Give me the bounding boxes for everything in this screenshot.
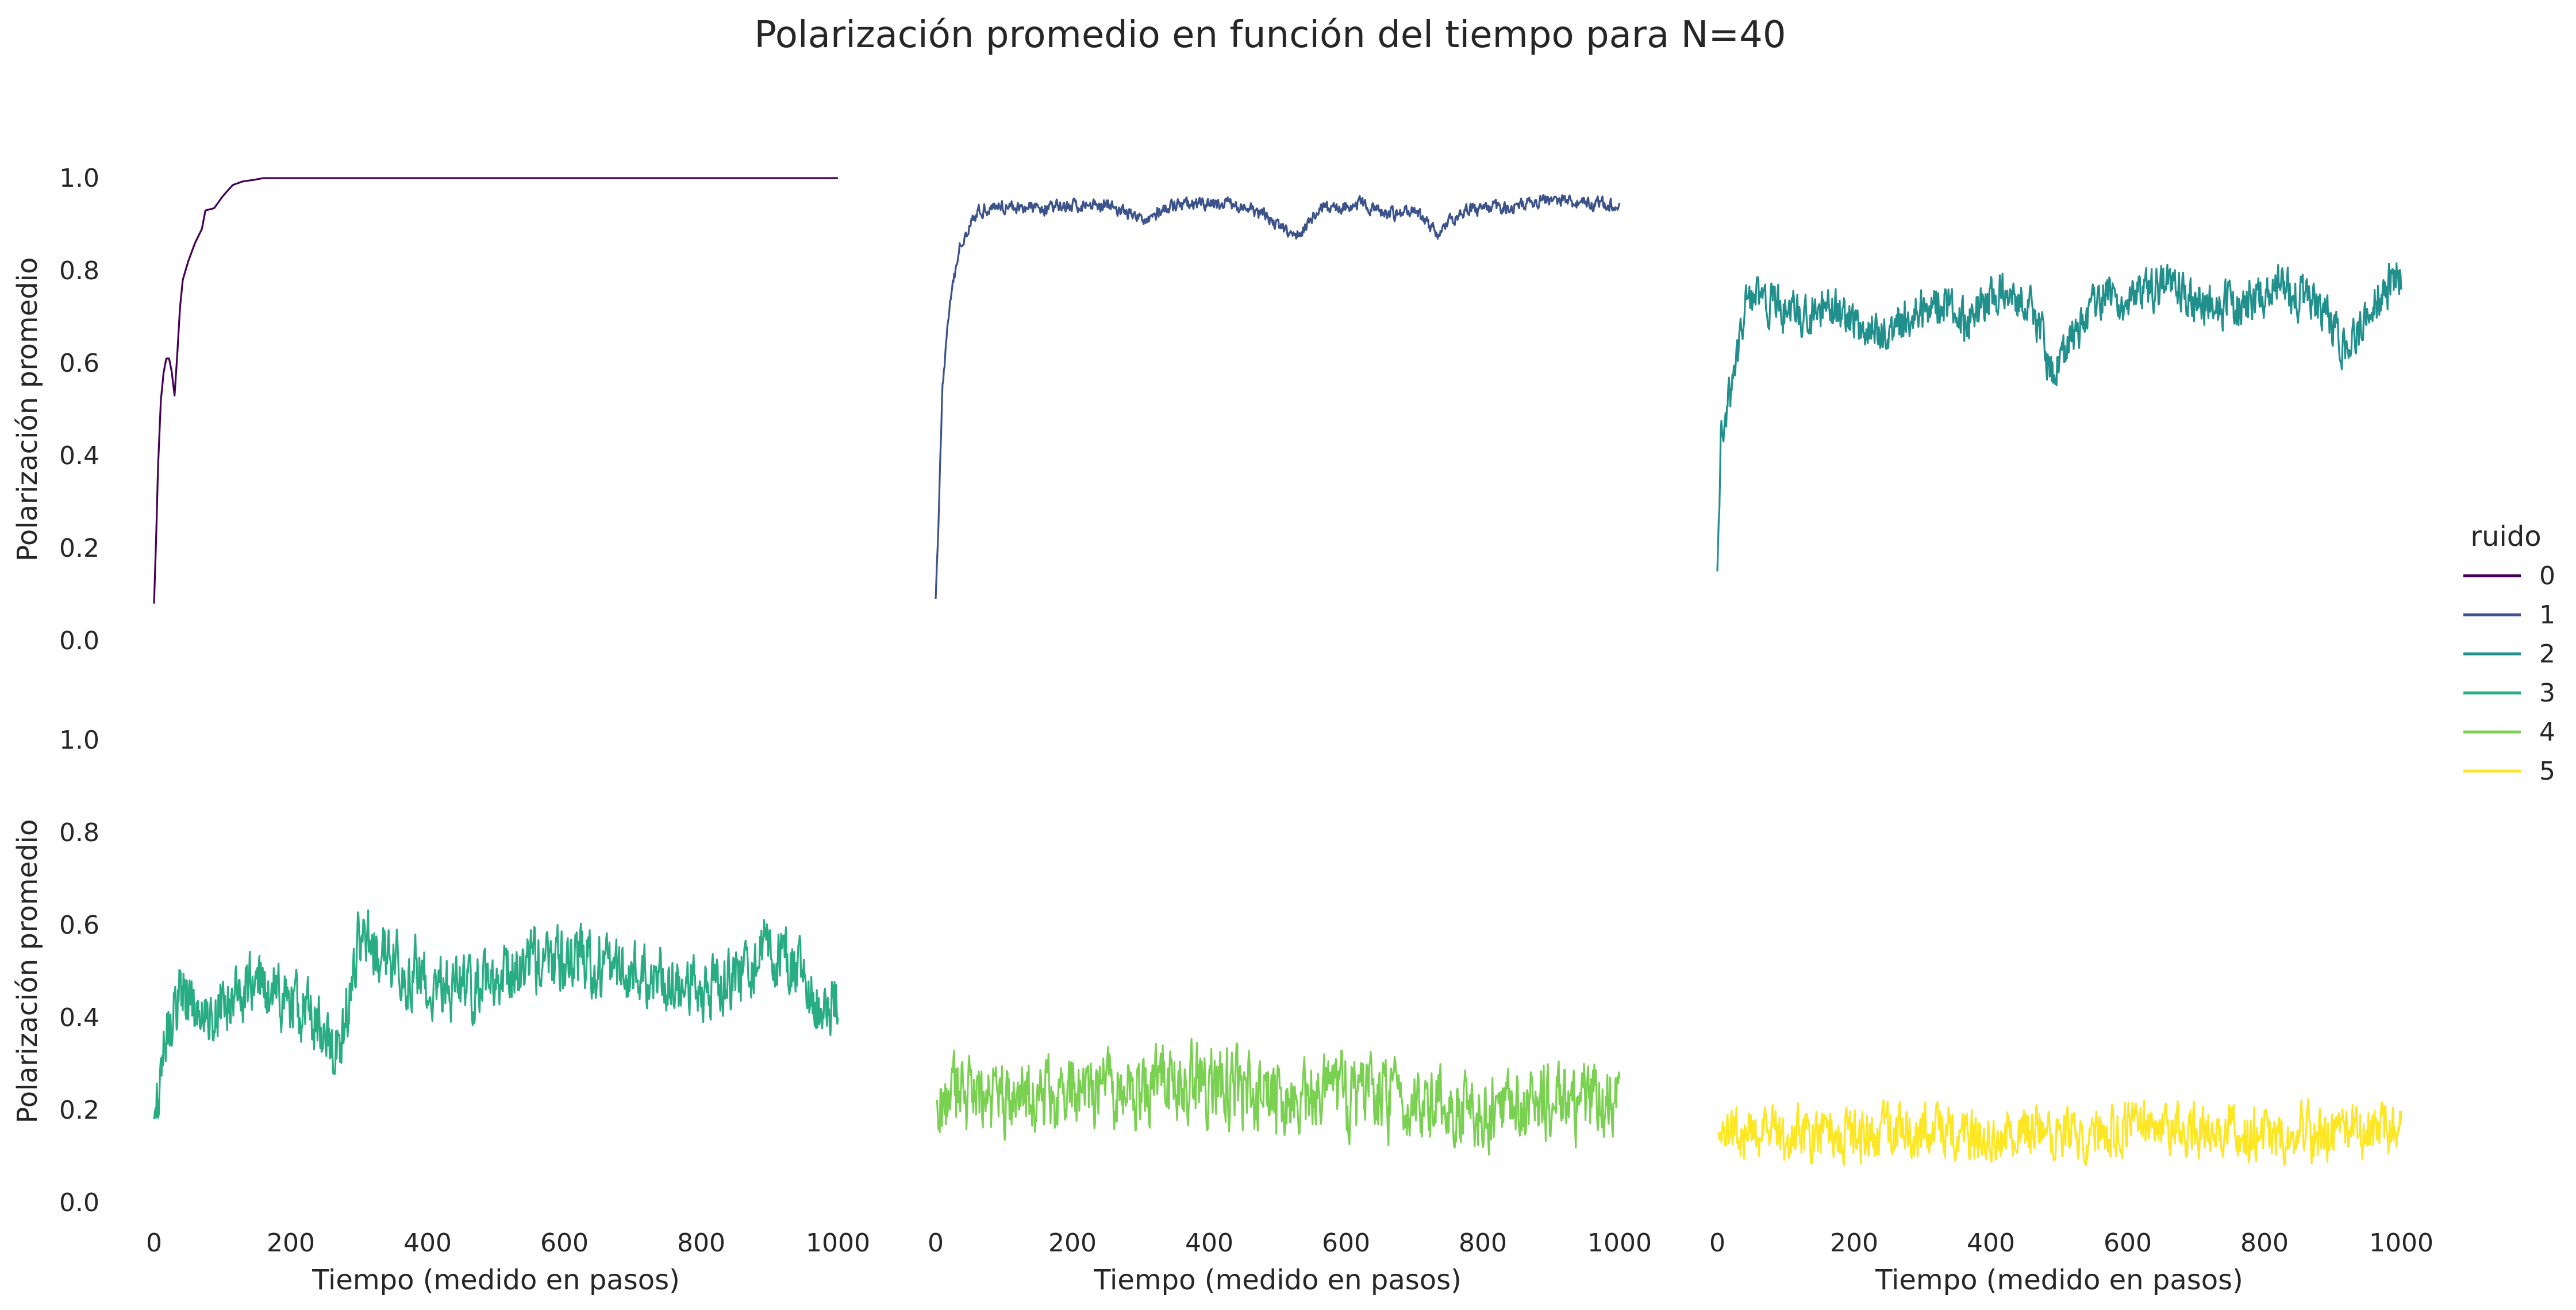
x-axis-label: Tiempo (medido en pasos) (312, 1264, 680, 1296)
series-line-ruido-1 (935, 194, 1621, 599)
y-tick-label: 0.8 (59, 818, 99, 847)
panel-ruido-5: 0 200 400 600 800 1000 Tiempo (medido en pasos… (1709, 1097, 2433, 1296)
panel-ruido-0: 0.0 0.2 0.4 0.6 0.8 1.0 Polarización promedio (11, 164, 839, 656)
series-line-ruido-4 (935, 1038, 1621, 1156)
x-tick-label: 200 (1048, 1228, 1097, 1258)
x-axis-label: Tiempo (medido en pasos) (1093, 1264, 1462, 1296)
legend-item-ruido-4: 4 (2463, 718, 2555, 747)
legend: ruido 0 1 2 3 4 5 (2463, 521, 2555, 786)
x-tick-label: 200 (1830, 1228, 1878, 1258)
legend-item-ruido-3: 3 (2463, 679, 2555, 708)
x-tick-label: 800 (1459, 1228, 1507, 1258)
x-tick-label: 0 (146, 1228, 162, 1258)
legend-item-ruido-5: 5 (2463, 757, 2555, 786)
y-tick-label: 0.0 (59, 626, 99, 656)
legend-label: 1 (2539, 600, 2555, 630)
x-tick-label: 600 (540, 1228, 589, 1258)
x-tick-label: 400 (1967, 1228, 2015, 1258)
legend-item-ruido-0: 0 (2463, 561, 2555, 591)
legend-item-ruido-1: 1 (2463, 600, 2555, 630)
y-tick-label: 0.2 (59, 1096, 99, 1125)
y-tick-label: 0.6 (59, 349, 99, 378)
y-tick-label: 0.6 (59, 911, 99, 940)
series-line-ruido-3 (153, 909, 839, 1120)
x-tick-label: 800 (677, 1228, 725, 1258)
x-tick-label: 0 (928, 1228, 944, 1258)
series-line-ruido-5 (1717, 1097, 2402, 1166)
x-tick-label: 800 (2240, 1228, 2289, 1258)
legend-title: ruido (2470, 521, 2541, 553)
x-tick-label: 400 (403, 1228, 452, 1258)
panel-ruido-3: 0.0 0.2 0.4 0.6 0.8 1.0 Polarización promedio 0… (11, 726, 870, 1296)
y-tick-label: 0.8 (59, 256, 99, 286)
panel-ruido-2 (1716, 262, 2402, 572)
y-tick-label: 0.2 (59, 534, 99, 563)
legend-item-ruido-2: 2 (2463, 639, 2555, 669)
y-tick-label: 1.0 (59, 726, 99, 755)
x-tick-label: 600 (2104, 1228, 2152, 1258)
y-tick-label: 1.0 (59, 164, 99, 193)
chart-title: Polarización promedio en función del tie… (754, 14, 1786, 56)
legend-label: 4 (2539, 718, 2555, 747)
x-tick-label: 0 (1709, 1228, 1725, 1258)
x-tick-label: 200 (267, 1228, 315, 1258)
x-axis-label: Tiempo (medido en pasos) (1875, 1264, 2243, 1296)
y-axis-label: Polarización promedio (11, 257, 44, 562)
x-tick-label: 1000 (806, 1228, 870, 1258)
series-line-ruido-2 (1716, 262, 2402, 572)
legend-label: 2 (2539, 639, 2555, 669)
legend-label: 0 (2539, 561, 2555, 591)
panel-ruido-1 (935, 194, 1621, 599)
x-tick-label: 1000 (1587, 1228, 1652, 1258)
y-tick-label: 0.0 (59, 1188, 99, 1217)
series-line-ruido-0 (153, 177, 839, 604)
legend-label: 5 (2539, 757, 2555, 786)
y-tick-label: 0.4 (59, 1003, 99, 1032)
x-tick-label: 1000 (2369, 1228, 2433, 1258)
x-tick-label: 600 (1322, 1228, 1370, 1258)
y-axis-label: Polarización promedio (11, 819, 44, 1124)
legend-label: 3 (2539, 679, 2555, 708)
y-tick-label: 0.4 (59, 441, 99, 471)
x-tick-label: 400 (1185, 1228, 1233, 1258)
panel-ruido-4: 0 200 400 600 800 1000 Tiempo (medido en pasos… (928, 1038, 1652, 1296)
